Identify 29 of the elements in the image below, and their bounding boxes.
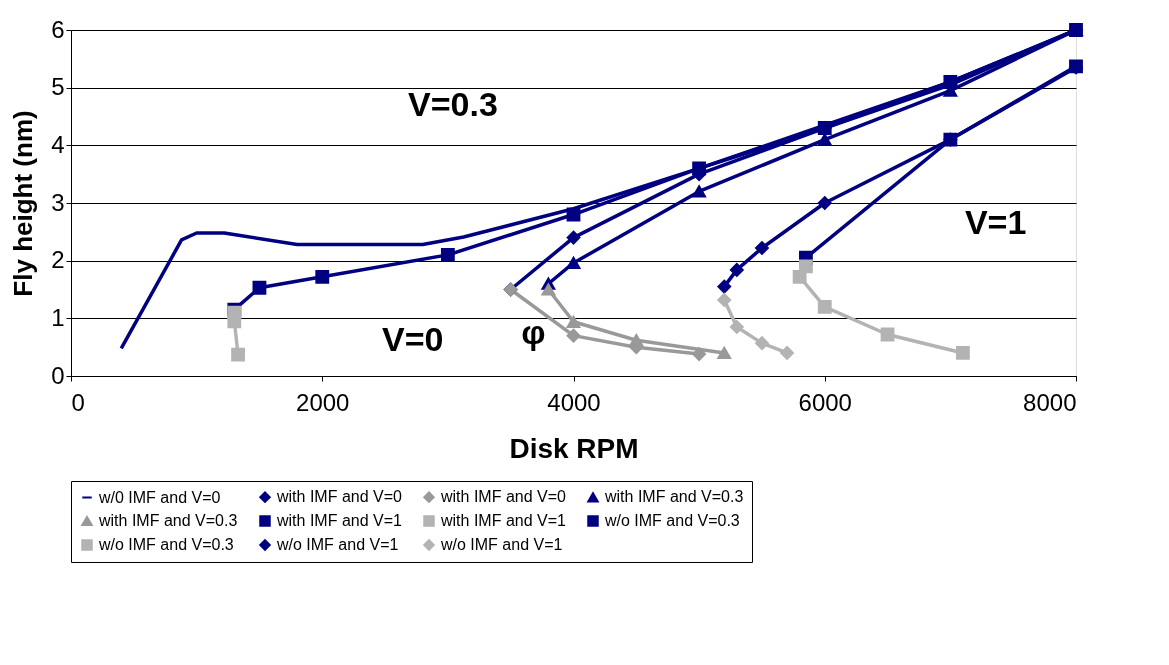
annotation: V=1 [964, 202, 1027, 241]
legend-label: w/o IMF and V=0.3 [98, 536, 234, 553]
y-tick-label: 5 [51, 73, 65, 101]
y-tick-label: 0 [51, 361, 65, 389]
legend-label: with IMF and V=0 [276, 488, 403, 506]
x-tick-label: 6000 [798, 388, 852, 416]
legend-label: with IMF and V=1 [440, 512, 567, 529]
y-tick-label: 6 [51, 15, 65, 43]
y-tick-label: 1 [51, 303, 65, 331]
legend-label: with IMF and V=0.3 [604, 488, 744, 506]
legend-label: w/0 IMF and V=0 [98, 488, 221, 506]
y-tick-label: 4 [51, 130, 65, 158]
x-tick-label: 8000 [1023, 388, 1077, 416]
y-tick-label: 2 [51, 246, 65, 274]
x-tick-label: 4000 [547, 388, 601, 416]
x-tick-label: 0 [71, 388, 85, 416]
legend-label: w/o IMF and V=1 [276, 536, 399, 553]
legend-label: w/o IMF and V=1 [440, 536, 563, 553]
annotation: V=0 [381, 320, 444, 359]
legend-label: with IMF and V=0 [440, 488, 567, 506]
x-axis-title: Disk RPM [509, 432, 639, 464]
annotation: V=0.3 [407, 85, 498, 124]
legend-label: with IMF and V=0.3 [98, 512, 238, 529]
y-tick-label: 3 [51, 188, 65, 216]
legend-label: with IMF and V=1 [276, 512, 403, 529]
x-tick-label: 2000 [296, 388, 350, 416]
annotation: φ [521, 313, 546, 352]
y-axis-title: Fly height (nm) [8, 110, 39, 297]
legend-label: w/o IMF and V=0.3 [604, 512, 740, 529]
